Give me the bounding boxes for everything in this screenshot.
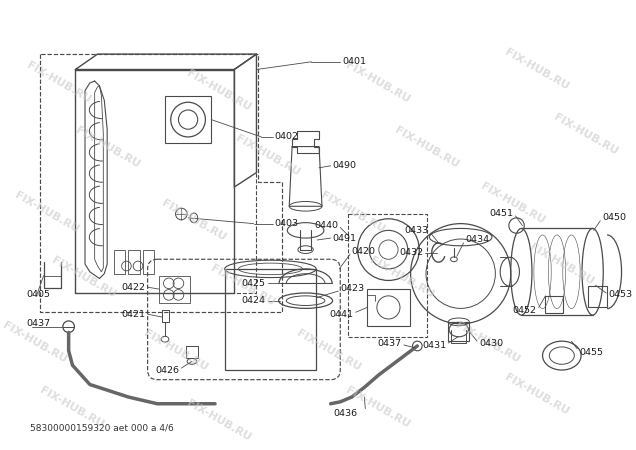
Text: 0420: 0420 (352, 247, 376, 256)
Bar (128, 250, 140, 274)
Bar (348, 214, 427, 338)
Text: 0405: 0405 (26, 290, 50, 299)
Bar (165, 96, 211, 143)
Text: FIX-HUB.RU: FIX-HUB.RU (233, 133, 301, 178)
Text: 0425: 0425 (241, 279, 265, 288)
Text: 0437: 0437 (378, 338, 402, 347)
Text: 0490: 0490 (333, 162, 357, 171)
Text: FIX-HUB.RU: FIX-HUB.RU (25, 60, 93, 104)
Text: 0455: 0455 (579, 348, 603, 357)
Text: 0401: 0401 (342, 57, 366, 66)
Text: FIX-HUB.RU: FIX-HUB.RU (393, 125, 460, 170)
Text: FIX-HUB.RU: FIX-HUB.RU (1, 320, 69, 365)
Bar (367, 289, 410, 326)
Text: 0424: 0424 (241, 296, 265, 305)
Text: 0453: 0453 (608, 290, 632, 299)
Text: 0434: 0434 (466, 235, 490, 244)
Text: FIX-HUB.RU: FIX-HUB.RU (142, 328, 209, 373)
Text: 0491: 0491 (333, 234, 357, 243)
Bar (225, 269, 316, 370)
Text: FIX-HUB.RU: FIX-HUB.RU (295, 328, 363, 373)
Text: FIX-HUB.RU: FIX-HUB.RU (74, 125, 142, 170)
Text: FIX-HUB.RU: FIX-HUB.RU (344, 60, 411, 104)
Text: FIX-HUB.RU: FIX-HUB.RU (503, 47, 570, 91)
Text: 0431: 0431 (422, 342, 446, 351)
Text: 0421: 0421 (121, 310, 146, 319)
Text: FIX-HUB.RU: FIX-HUB.RU (528, 242, 595, 287)
Text: 0430: 0430 (479, 338, 503, 347)
Text: 0433: 0433 (404, 226, 429, 235)
Text: FIX-HUB.RU: FIX-HUB.RU (50, 255, 118, 300)
Text: 0422: 0422 (121, 283, 146, 292)
Text: FIX-HUB.RU: FIX-HUB.RU (160, 198, 228, 243)
Text: FIX-HUB.RU: FIX-HUB.RU (184, 68, 252, 113)
Text: 0432: 0432 (399, 248, 423, 257)
Bar (448, 322, 469, 341)
Text: 0440: 0440 (314, 221, 338, 230)
Text: FIX-HUB.RU: FIX-HUB.RU (479, 181, 546, 226)
Text: 0452: 0452 (513, 306, 537, 315)
Text: FIX-HUB.RU: FIX-HUB.RU (552, 112, 620, 157)
Bar (143, 250, 155, 274)
Text: FIX-HUB.RU: FIX-HUB.RU (209, 263, 277, 308)
Text: 0403: 0403 (275, 219, 299, 228)
Text: FIX-HUB.RU: FIX-HUB.RU (503, 372, 570, 417)
Text: 0436: 0436 (333, 409, 357, 418)
Text: FIX-HUB.RU: FIX-HUB.RU (454, 320, 522, 365)
Bar (159, 276, 190, 302)
Text: 0451: 0451 (490, 210, 514, 219)
Bar (114, 250, 125, 274)
Text: 0426: 0426 (155, 365, 179, 374)
Text: 0450: 0450 (602, 213, 626, 222)
Text: FIX-HUB.RU: FIX-HUB.RU (319, 189, 387, 234)
Text: 0423: 0423 (340, 284, 364, 292)
Text: FIX-HUB.RU: FIX-HUB.RU (184, 398, 252, 442)
Text: FIX-HUB.RU: FIX-HUB.RU (38, 385, 105, 429)
Text: 58300000159320 aet 000 a 4/6: 58300000159320 aet 000 a 4/6 (30, 423, 174, 432)
Text: FIX-HUB.RU: FIX-HUB.RU (344, 385, 411, 429)
Text: FIX-HUB.RU: FIX-HUB.RU (13, 189, 81, 234)
Text: 0402: 0402 (275, 132, 299, 141)
Text: FIX-HUB.RU: FIX-HUB.RU (368, 255, 436, 300)
Text: 0437: 0437 (26, 320, 50, 328)
Bar (588, 286, 607, 307)
Bar (546, 296, 563, 313)
Text: 0441: 0441 (329, 310, 354, 319)
